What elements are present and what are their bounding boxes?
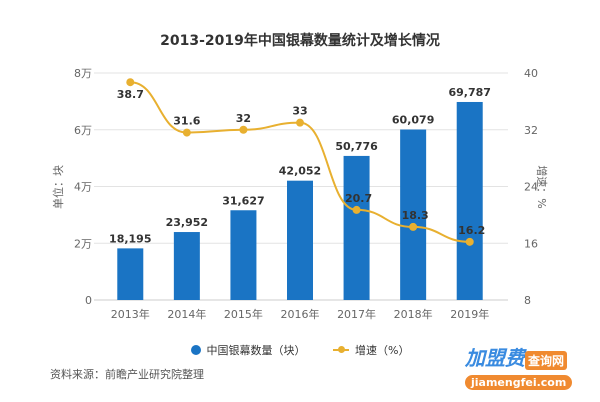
watermark-brand: 加盟费 xyxy=(465,346,525,370)
line-point xyxy=(126,78,135,87)
bar-data-label: 23,952 xyxy=(166,216,208,229)
legend-bar-label: 中国银幕数量（块） xyxy=(206,344,306,357)
legend-line-label: 增速（%） xyxy=(355,344,410,357)
line-point xyxy=(239,125,248,134)
y-right-axis-label: 增速：% xyxy=(535,165,549,208)
bar-data-label: 42,052 xyxy=(279,165,321,178)
legend-line-marker xyxy=(333,346,350,353)
y-right-tick-label: 16 xyxy=(524,237,538,250)
x-tick-label: 2013年 xyxy=(111,307,150,321)
line-point xyxy=(352,205,361,214)
bar-data-label: 60,079 xyxy=(392,114,434,127)
x-tick-label: 2015年 xyxy=(224,307,263,321)
line-data-label: 20.7 xyxy=(345,192,372,205)
line-data-label: 33 xyxy=(292,105,307,118)
legend: 中国银幕数量（块） 增速（%） xyxy=(0,342,600,358)
chart-title: 2013-2019年中国银幕数量统计及增长情况 xyxy=(160,33,440,49)
watermark-logo: 加盟费 查询网 jiamengfei.com xyxy=(465,342,600,390)
line-data-label: 31.6 xyxy=(173,115,200,128)
line-data-label: 18.3 xyxy=(402,209,429,222)
line-data-label: 16.2 xyxy=(458,224,485,237)
bar xyxy=(173,232,200,300)
bar xyxy=(456,101,483,300)
x-tick-label: 2014年 xyxy=(167,307,206,321)
line-point xyxy=(465,237,474,246)
bar-data-label: 18,195 xyxy=(109,232,151,245)
bar-data-label: 69,787 xyxy=(448,86,490,99)
y-right-tick-label: 40 xyxy=(524,67,538,80)
legend-bar-marker xyxy=(190,345,201,355)
y-right-tick-label: 24 xyxy=(524,181,538,194)
y-tick-label: 8万 xyxy=(74,67,92,80)
bar xyxy=(117,248,144,300)
y-axis-label: 单位：块 xyxy=(51,165,65,209)
y-right-tick-label: 8 xyxy=(524,294,531,307)
line-point xyxy=(182,128,191,137)
bar xyxy=(343,155,370,300)
line-point xyxy=(409,222,418,231)
source-note: 资料来源：前瞻产业研究院整理 xyxy=(50,368,204,381)
y-tick-label: 6万 xyxy=(74,124,92,137)
y-tick-label: 4万 xyxy=(74,181,92,194)
y-right-tick-label: 32 xyxy=(524,124,538,137)
x-tick-label: 2018年 xyxy=(394,307,433,321)
x-tick-label: 2017年 xyxy=(337,307,376,321)
x-tick-label: 2016年 xyxy=(281,307,320,321)
line-point xyxy=(296,118,304,127)
watermark-url: jiamengfei.com xyxy=(465,375,573,390)
y-tick-label: 0 xyxy=(85,294,92,307)
bar xyxy=(230,210,257,300)
y-tick-label: 2万 xyxy=(74,237,92,250)
bar xyxy=(400,129,427,300)
bar xyxy=(287,180,313,300)
bar-data-label: 31,627 xyxy=(222,194,264,207)
line-data-label: 32 xyxy=(236,112,251,125)
line-data-label: 38.7 xyxy=(117,88,144,101)
bar-data-label: 50,776 xyxy=(335,140,378,153)
x-tick-label: 2019年 xyxy=(450,307,489,321)
watermark-tag: 查询网 xyxy=(525,351,568,370)
